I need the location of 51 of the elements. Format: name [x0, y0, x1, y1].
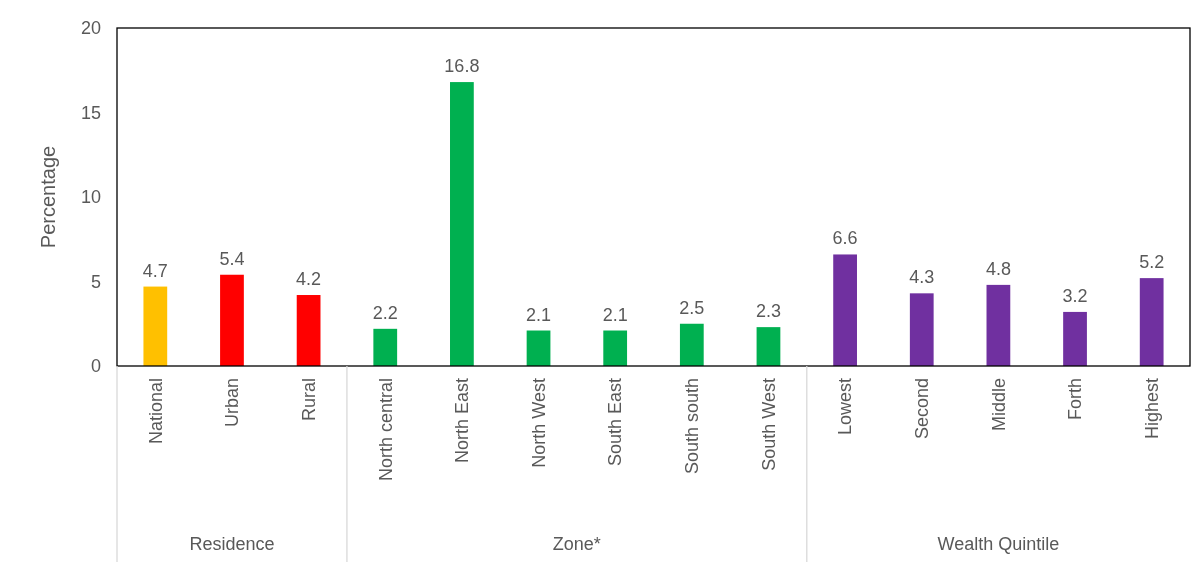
data-label: 2.5 — [679, 297, 705, 318]
data-label: 6.6 — [832, 228, 858, 249]
x-tick-label: Lowest — [835, 378, 856, 436]
y-tick-label: 10 — [80, 187, 101, 208]
x-tick-label: South East — [605, 378, 626, 467]
x-tick-label: Forth — [1065, 378, 1086, 421]
x-tick-label: Middle — [988, 378, 1009, 432]
data-label: 2.1 — [526, 304, 552, 325]
data-label: 5.4 — [219, 248, 245, 269]
bar — [909, 293, 934, 366]
x-tick-label: North central — [375, 378, 396, 482]
bar — [143, 286, 168, 366]
bar — [756, 327, 781, 366]
text: Wealth Quintile — [937, 534, 1060, 554]
data-label: 3.2 — [1062, 285, 1088, 306]
x-tick-label: South West — [758, 378, 779, 471]
bar — [679, 323, 704, 366]
data-label: 2.3 — [755, 301, 781, 322]
data-label: 4.8 — [985, 258, 1011, 279]
data-label: 2.2 — [372, 302, 398, 323]
data-label: 16.8 — [444, 56, 480, 77]
bar — [833, 254, 857, 366]
data-label: 5.2 — [1139, 252, 1165, 273]
bar — [603, 330, 628, 366]
bar — [373, 328, 398, 366]
data-label: 4.7 — [142, 260, 168, 281]
y-tick-label: 5 — [90, 271, 101, 292]
bar — [986, 284, 1011, 366]
x-tick-label: National — [145, 378, 166, 445]
x-tick-label: South south — [682, 378, 703, 475]
y-tick-label: 15 — [80, 102, 101, 123]
bar — [296, 295, 321, 366]
bar — [220, 274, 244, 366]
bar — [450, 82, 474, 366]
data-label: 4.2 — [296, 269, 322, 290]
y-tick-label: 20 — [80, 18, 101, 39]
y-axis-title: Percentage — [37, 145, 59, 249]
x-tick-label: Urban — [222, 378, 243, 428]
x-tick-label: Highest — [1141, 378, 1162, 440]
x-tick-label: Second — [912, 378, 933, 440]
bar — [526, 330, 551, 366]
x-tick-label: Rural — [298, 378, 319, 422]
text: Residence — [189, 534, 275, 554]
bar — [1063, 311, 1087, 366]
data-label: 2.1 — [602, 304, 628, 325]
y-tick-label: 0 — [90, 356, 101, 377]
text: Zone* — [552, 534, 601, 554]
x-tick-label: North East — [452, 378, 473, 464]
data-label: 4.3 — [909, 267, 935, 288]
x-tick-label: North West — [528, 378, 549, 468]
bar — [1139, 278, 1164, 366]
